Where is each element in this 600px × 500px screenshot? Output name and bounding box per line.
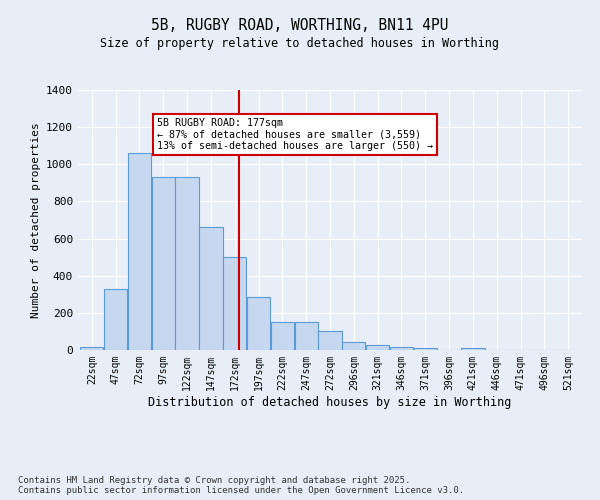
Text: Contains HM Land Registry data © Crown copyright and database right 2025.
Contai: Contains HM Land Registry data © Crown c… <box>18 476 464 495</box>
Bar <box>271 322 294 350</box>
Bar <box>128 153 151 350</box>
Text: 5B, RUGBY ROAD, WORTHING, BN11 4PU: 5B, RUGBY ROAD, WORTHING, BN11 4PU <box>151 18 449 32</box>
Bar <box>319 332 341 350</box>
Bar <box>104 288 127 350</box>
Bar <box>223 257 247 350</box>
Bar <box>366 346 389 350</box>
X-axis label: Distribution of detached houses by size in Worthing: Distribution of detached houses by size … <box>148 396 512 408</box>
Bar <box>342 342 365 350</box>
Bar <box>295 322 318 350</box>
Bar <box>152 178 175 350</box>
Bar <box>175 178 199 350</box>
Bar <box>80 347 103 350</box>
Y-axis label: Number of detached properties: Number of detached properties <box>31 122 41 318</box>
Bar <box>247 297 270 350</box>
Bar <box>461 348 485 350</box>
Bar <box>390 347 413 350</box>
Text: 5B RUGBY ROAD: 177sqm
← 87% of detached houses are smaller (3,559)
13% of semi-d: 5B RUGBY ROAD: 177sqm ← 87% of detached … <box>157 118 433 151</box>
Bar <box>199 228 223 350</box>
Text: Size of property relative to detached houses in Worthing: Size of property relative to detached ho… <box>101 38 499 51</box>
Bar <box>413 348 437 350</box>
